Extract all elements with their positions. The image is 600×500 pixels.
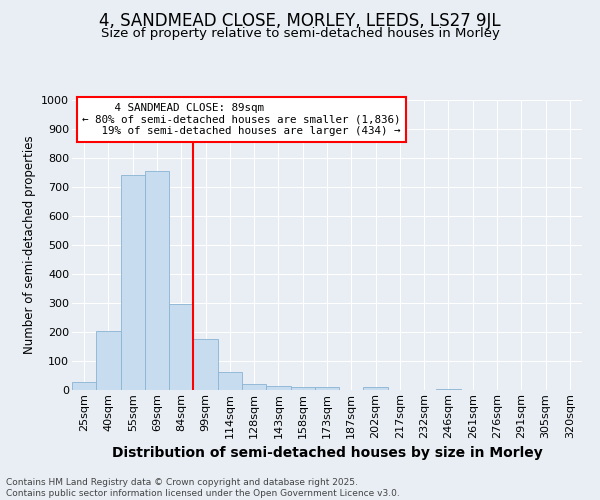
Bar (218, 372, 242, 390)
Bar (242, 384, 266, 390)
Bar (96, 330, 121, 390)
Text: Contains HM Land Registry data © Crown copyright and database right 2025.
Contai: Contains HM Land Registry data © Crown c… (6, 478, 400, 498)
Y-axis label: Number of semi-detached properties: Number of semi-detached properties (23, 136, 35, 354)
Text: 4, SANDMEAD CLOSE, MORLEY, LEEDS, LS27 9JL: 4, SANDMEAD CLOSE, MORLEY, LEEDS, LS27 9… (99, 12, 501, 30)
Bar (193, 339, 218, 390)
X-axis label: Distribution of semi-detached houses by size in Morley: Distribution of semi-detached houses by … (112, 446, 542, 460)
Bar (315, 386, 339, 390)
Text: Size of property relative to semi-detached houses in Morley: Size of property relative to semi-detach… (101, 28, 499, 40)
Text: 4 SANDMEAD CLOSE: 89sqm
← 80% of semi-detached houses are smaller (1,836)
   19%: 4 SANDMEAD CLOSE: 89sqm ← 80% of semi-de… (82, 103, 401, 136)
Bar (364, 386, 388, 390)
Bar (145, 171, 169, 390)
Bar (121, 176, 145, 390)
Bar (266, 386, 290, 390)
Bar (72, 382, 96, 390)
Bar (436, 389, 461, 390)
Bar (290, 386, 315, 390)
Bar (169, 304, 193, 390)
